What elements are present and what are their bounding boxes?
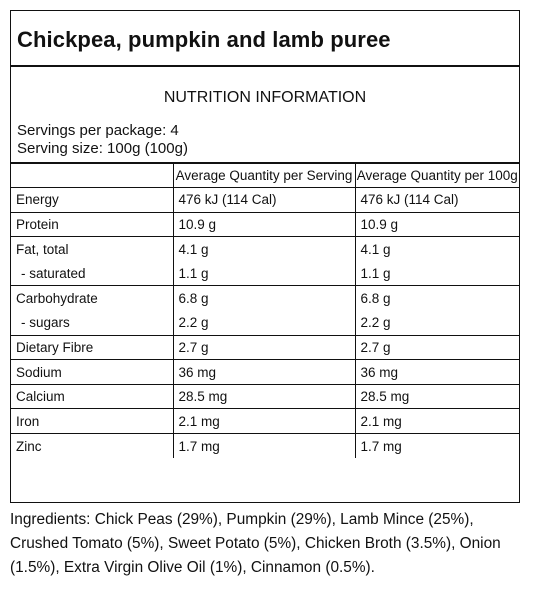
table-row: Energy 476 kJ (114 Cal) 476 kJ (114 Cal) [11, 187, 519, 213]
per-serving-value: 476 kJ (114 Cal) [172, 187, 356, 213]
per-100g-value: 476 kJ (114 Cal) [354, 187, 519, 213]
per-100g-value: 10.9 g [354, 211, 519, 238]
nutrition-table: Average Quantity per Serving Average Qua… [11, 162, 519, 459]
per-100g-value: 2.1 mg [354, 408, 519, 435]
per-100g-value: 4.1 g [354, 236, 519, 262]
per-serving-value: 2.2 g [172, 310, 356, 336]
table-row: Calcium 28.5 mg 28.5 mg [11, 383, 519, 410]
sub-label-text: saturated [21, 266, 86, 281]
table-row-sub: saturated 1.1 g 1.1 g [11, 261, 519, 287]
table-row: Fat, total 4.1 g 4.1 g [11, 236, 519, 262]
header-blank-cell [11, 162, 174, 189]
nutrition-heading: NUTRITION INFORMATION [163, 89, 367, 106]
servings-per-package: Servings per package: 4 [17, 122, 179, 139]
nutrient-label: Fat, total [11, 236, 174, 262]
ingredients-text: Ingredients: Chick Peas (29%), Pumpkin (… [10, 511, 501, 576]
per-serving-value: 28.5 mg [172, 383, 356, 410]
per-serving-value: 2.1 mg [172, 408, 356, 435]
per-serving-value: 10.9 g [172, 211, 356, 238]
nutrient-sub-label: saturated [11, 261, 174, 287]
nutrition-panel: Chickpea, pumpkin and lamb puree NUTRITI… [10, 10, 520, 503]
header-per-serving: Average Quantity per Serving [172, 162, 356, 189]
serving-size: Serving size: 100g (100g) [17, 140, 188, 157]
per-100g-value: 1.1 g [354, 261, 519, 287]
nutrient-label: Zinc [11, 433, 174, 459]
per-serving-value: 6.8 g [172, 285, 356, 311]
nutrient-sub-label: sugars [11, 310, 174, 336]
nutrient-label: Sodium [11, 359, 174, 385]
header-per-100g: Average Quantity per 100g [354, 162, 519, 189]
per-serving-value: 1.1 g [172, 261, 356, 287]
per-100g-value: 2.2 g [354, 310, 519, 336]
per-serving-value: 4.1 g [172, 236, 356, 262]
per-100g-value: 1.7 mg [354, 433, 519, 459]
nutrient-label: Calcium [11, 383, 174, 410]
table-row: Zinc 1.7 mg 1.7 mg [11, 433, 519, 459]
sub-label-text: sugars [21, 315, 70, 330]
nutrient-label: Energy [11, 187, 174, 213]
table-row: Iron 2.1 mg 2.1 mg [11, 408, 519, 435]
per-serving-value: 36 mg [172, 359, 356, 385]
per-serving-value: 2.7 g [172, 334, 356, 361]
nutrient-label: Carbohydrate [11, 285, 174, 311]
product-title: Chickpea, pumpkin and lamb puree [11, 11, 519, 67]
table-row: Protein 10.9 g 10.9 g [11, 211, 519, 238]
per-100g-value: 2.7 g [354, 334, 519, 361]
nutrient-label: Dietary Fibre [11, 334, 174, 361]
nutrient-label: Protein [11, 211, 174, 238]
per-100g-value: 6.8 g [354, 285, 519, 311]
table-row: Sodium 36 mg 36 mg [11, 359, 519, 385]
table-row-sub: sugars 2.2 g 2.2 g [11, 310, 519, 336]
table-row: Carbohydrate 6.8 g 6.8 g [11, 285, 519, 311]
table-row: Dietary Fibre 2.7 g 2.7 g [11, 334, 519, 361]
per-100g-value: 36 mg [354, 359, 519, 385]
nutrient-label: Iron [11, 408, 174, 435]
per-serving-value: 1.7 mg [172, 433, 356, 459]
table-header-row: Average Quantity per Serving Average Qua… [11, 162, 519, 189]
per-100g-value: 28.5 mg [354, 383, 519, 410]
